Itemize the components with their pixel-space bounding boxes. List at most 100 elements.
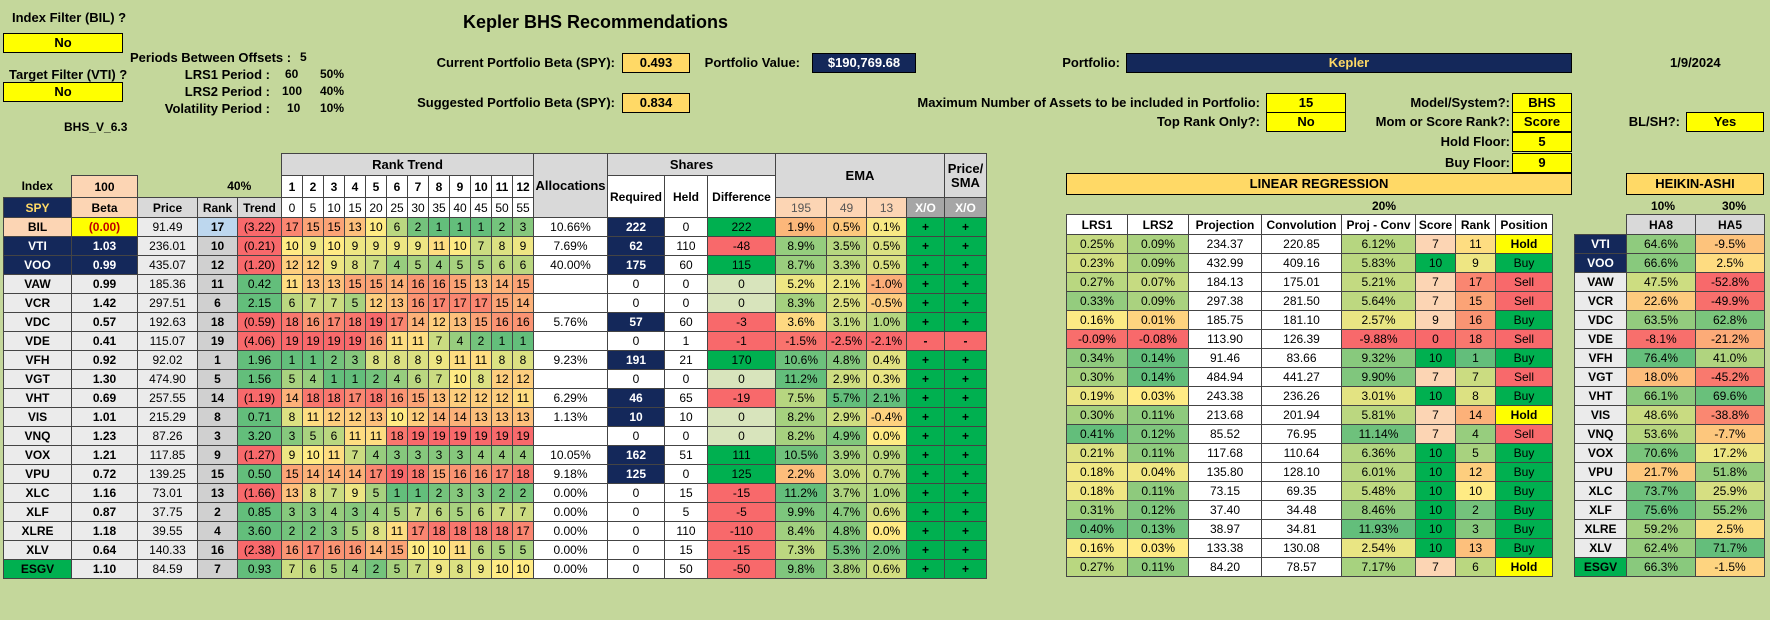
table-row[interactable]: VDE 0.41 115.07 19 (4.06) 19 19 19 19 16 11 11 7 4 2 1 1… [3, 331, 987, 351]
lrs1-cell: 0.41% [1066, 424, 1128, 444]
rank-trend-cell: 1 [491, 331, 513, 351]
position-cell: Buy [1495, 348, 1553, 368]
required-cell: 0 [607, 483, 665, 503]
symbol-cell: ESGV [3, 559, 72, 579]
lr-row[interactable]: 0.34% 0.14% 91.46 83.66 9.32% 10 1 Buy [1066, 348, 1553, 368]
top-rank-value[interactable]: No [1266, 112, 1346, 132]
lr-row[interactable]: 0.23% 0.09% 432.99 409.16 5.83% 10 9 Buy [1066, 253, 1553, 273]
rank-trend-cell: 12 [491, 388, 513, 408]
lr-row[interactable]: 0.30% 0.11% 213.68 201.94 5.81% 7 14 Hold [1066, 405, 1553, 425]
ha-row[interactable]: XLV 62.4% 71.7% [1574, 538, 1765, 558]
ha-row[interactable]: ESGV 66.3% -1.5% [1574, 557, 1765, 577]
ha-row[interactable]: XLRE 59.2% 2.5% [1574, 519, 1765, 539]
table-row[interactable]: VNQ 1.23 87.26 3 3.20 3 5 6 11 11 18 19 19 19 19 19 19 0 0… [3, 426, 987, 446]
lr-row[interactable]: 0.18% 0.04% 135.80 128.10 6.01% 10 12 Buy [1066, 462, 1553, 482]
mom-score-value[interactable]: Score [1512, 112, 1572, 132]
table-row[interactable]: XLRE 1.18 39.55 4 3.60 2 2 3 5 8 11 17 18 18 18 18 17 0.0… [3, 521, 987, 541]
ema-195-cell: 8.2% [775, 407, 827, 427]
table-row[interactable]: BIL (0.00) 91.49 17 (3.22) 17 15 15 13 10 6 2 1 1 1 2 3 1… [3, 217, 987, 237]
ema-13-cell: 0.7% [866, 464, 907, 484]
required-cell: 222 [607, 217, 665, 237]
lr-row[interactable]: 0.25% 0.09% 234.37 220.85 6.12% 7 11 Hold [1066, 234, 1553, 254]
ha-row[interactable]: VIS 48.6% -38.8% [1574, 405, 1765, 425]
table-row[interactable]: VAW 0.99 185.36 11 0.42 11 13 13 15 15 14 16 16 15 13 1… [3, 274, 987, 294]
buy-floor-value[interactable]: 9 [1512, 153, 1572, 173]
table-row[interactable]: VTI 1.03 236.01 10 (0.21) 10 9 10 9 9 9 9 11 10 7 8 9 7.6… [3, 236, 987, 256]
lr-row[interactable]: 0.16% 0.01% 185.75 181.10 2.57% 9 16 Buy [1066, 310, 1553, 330]
ha-row[interactable]: VCR 22.6% -49.9% [1574, 291, 1765, 311]
table-row[interactable]: XLV 0.64 140.33 16 (2.38) 16 17 16 16 14 15 10 10 11 6… [3, 540, 987, 560]
lrs2-cell: 0.09% [1127, 234, 1189, 254]
table-row[interactable]: VIS 1.01 215.29 8 0.71 8 11 12 12 13 10 12 14 14 13 13 1… [3, 407, 987, 427]
lr-row[interactable]: 0.21% 0.11% 117.68 110.64 6.36% 10 5 Buy [1066, 443, 1553, 463]
xo-cell: + [906, 445, 945, 465]
ha-row[interactable]: VPU 21.7% 51.8% [1574, 462, 1765, 482]
table-row[interactable]: VFH 0.92 92.02 1 1.96 1 1 2 3 8 8 8 9 11 11 8 8 9.23% 191 2… [3, 350, 987, 370]
table-row[interactable]: ESGV 1.10 84.59 7 0.93 7 6 5 4 2 5 7 9 8 9 10 10 0.00% 0 50… [3, 559, 987, 579]
table-row[interactable]: VOO 0.99 435.07 12 (1.20) 12 12 9 8 7 4 5 4 5 5 6 6 40.00… [3, 255, 987, 275]
ha-row[interactable]: VGT 18.0% -45.2% [1574, 367, 1765, 387]
lr-row[interactable]: -0.09% -0.08% 113.90 126.39 -9.88% 0 18 Sell [1066, 329, 1553, 349]
lr-row[interactable]: 0.40% 0.13% 38.97 34.81 11.93% 10 3 Buy [1066, 519, 1553, 539]
target-filter-value[interactable]: No [3, 82, 123, 102]
xo-cell: + [906, 274, 945, 294]
beta-cell: 1.30 [71, 369, 138, 389]
ha5-cell: 2.5% [1695, 519, 1765, 539]
ha-row[interactable]: VHT 66.1% 69.6% [1574, 386, 1765, 406]
lr-row[interactable]: 0.27% 0.11% 84.20 78.57 7.17% 7 6 Hold [1066, 557, 1553, 577]
ha-row[interactable]: VTI 64.6% -9.5% [1574, 234, 1765, 254]
ema-13-cell: 0.0% [866, 521, 907, 541]
table-row[interactable]: VDC 0.57 192.63 18 (0.59) 18 16 17 18 19 17 14 12 13 1… [3, 312, 987, 332]
rank-trend-cell: 10 [512, 559, 534, 579]
lr-row[interactable]: 0.31% 0.12% 37.40 34.48 8.46% 10 2 Buy [1066, 500, 1553, 520]
ha8-cell: 66.3% [1626, 557, 1696, 577]
ha-row[interactable]: XLF 75.6% 55.2% [1574, 500, 1765, 520]
rank-trend-cell: 7 [428, 369, 450, 389]
price-sma-cell: + [944, 521, 987, 541]
buy-floor-label: Buy Floor: [1445, 155, 1510, 170]
ha8-cell: -8.1% [1626, 329, 1696, 349]
lr-row[interactable]: 0.19% 0.03% 243.38 236.26 3.01% 10 8 Buy [1066, 386, 1553, 406]
ha-row[interactable]: VDC 63.5% 62.8% [1574, 310, 1765, 330]
hold-floor-value[interactable]: 5 [1512, 132, 1572, 152]
price-cell: 474.90 [137, 369, 198, 389]
rank-trend-cell: 11 [512, 388, 534, 408]
allocation-cell: 10.66% [533, 217, 608, 237]
lr-rank-cell: 13 [1455, 538, 1496, 558]
price-cell: 84.59 [137, 559, 198, 579]
price-cell: 192.63 [137, 312, 198, 332]
trend-cell: (3.22) [237, 217, 282, 237]
allocation-cell: 1.13% [533, 407, 608, 427]
ha-row[interactable]: XLC 73.7% 25.9% [1574, 481, 1765, 501]
lr-row[interactable]: 0.33% 0.09% 297.38 281.50 5.64% 7 15 Sell [1066, 291, 1553, 311]
price-cell: 117.85 [137, 445, 198, 465]
table-row[interactable]: XLC 1.16 73.01 13 (1.66) 13 8 7 9 5 1 1 2 3 3 2 2 0.00% 0 1… [3, 483, 987, 503]
rank-trend-cell: 1 [323, 369, 345, 389]
table-row[interactable]: VOX 1.21 117.85 9 (1.27) 9 10 11 7 4 3 3 3 3 4 4 4 10.05%… [3, 445, 987, 465]
ha-row[interactable]: VOO 66.6% 2.5% [1574, 253, 1765, 273]
ha-row[interactable]: VOX 70.6% 17.2% [1574, 443, 1765, 463]
convolution-cell: 441.27 [1261, 367, 1342, 387]
table-row[interactable]: XLF 0.87 37.75 2 0.85 3 3 4 3 4 5 7 6 5 6 7 7 0.00% 0 5 -5 9.… [3, 502, 987, 522]
table-row[interactable]: VCR 1.42 297.51 6 2.15 6 7 7 5 12 13 16 17 17 17 15 14 0 0… [3, 293, 987, 313]
max-assets-value[interactable]: 15 [1266, 93, 1346, 113]
model-value[interactable]: BHS [1512, 93, 1572, 113]
blsh-value[interactable]: Yes [1686, 112, 1764, 132]
lr-row[interactable]: 0.16% 0.03% 133.38 130.08 2.54% 10 13 Buy [1066, 538, 1553, 558]
table-row[interactable]: VHT 0.69 257.55 14 (1.19) 14 18 18 17 18 16 15 13 12 1… [3, 388, 987, 408]
ha-row[interactable]: VFH 76.4% 41.0% [1574, 348, 1765, 368]
lrs1-cell: 0.16% [1066, 310, 1128, 330]
ha-row[interactable]: VDE -8.1% -21.2% [1574, 329, 1765, 349]
index-filter-value[interactable]: No [3, 33, 123, 53]
linear-regression-table: LRS1 LRS2 Projection Convolution Proj - … [1066, 214, 1553, 577]
portfolio-name[interactable]: Kepler [1126, 53, 1572, 73]
ha-row[interactable]: VAW 47.5% -52.8% [1574, 272, 1765, 292]
rank-trend-cell: 7 [470, 236, 492, 256]
lr-row[interactable]: 0.30% 0.14% 484.94 441.27 9.90% 7 7 Sell [1066, 367, 1553, 387]
lr-row[interactable]: 0.41% 0.12% 85.52 76.95 11.14% 7 4 Sell [1066, 424, 1553, 444]
table-row[interactable]: VGT 1.30 474.90 5 1.56 5 4 1 1 2 4 6 7 10 8 12 12 0 0 0 11.2… [3, 369, 987, 389]
ha-row[interactable]: VNQ 53.6% -7.7% [1574, 424, 1765, 444]
lr-row[interactable]: 0.18% 0.11% 73.15 69.35 5.48% 10 10 Buy [1066, 481, 1553, 501]
lr-row[interactable]: 0.27% 0.07% 184.13 175.01 5.21% 7 17 Sell [1066, 272, 1553, 292]
table-row[interactable]: VPU 0.72 139.25 15 0.50 15 14 14 14 17 19 18 15 16 16 1… [3, 464, 987, 484]
